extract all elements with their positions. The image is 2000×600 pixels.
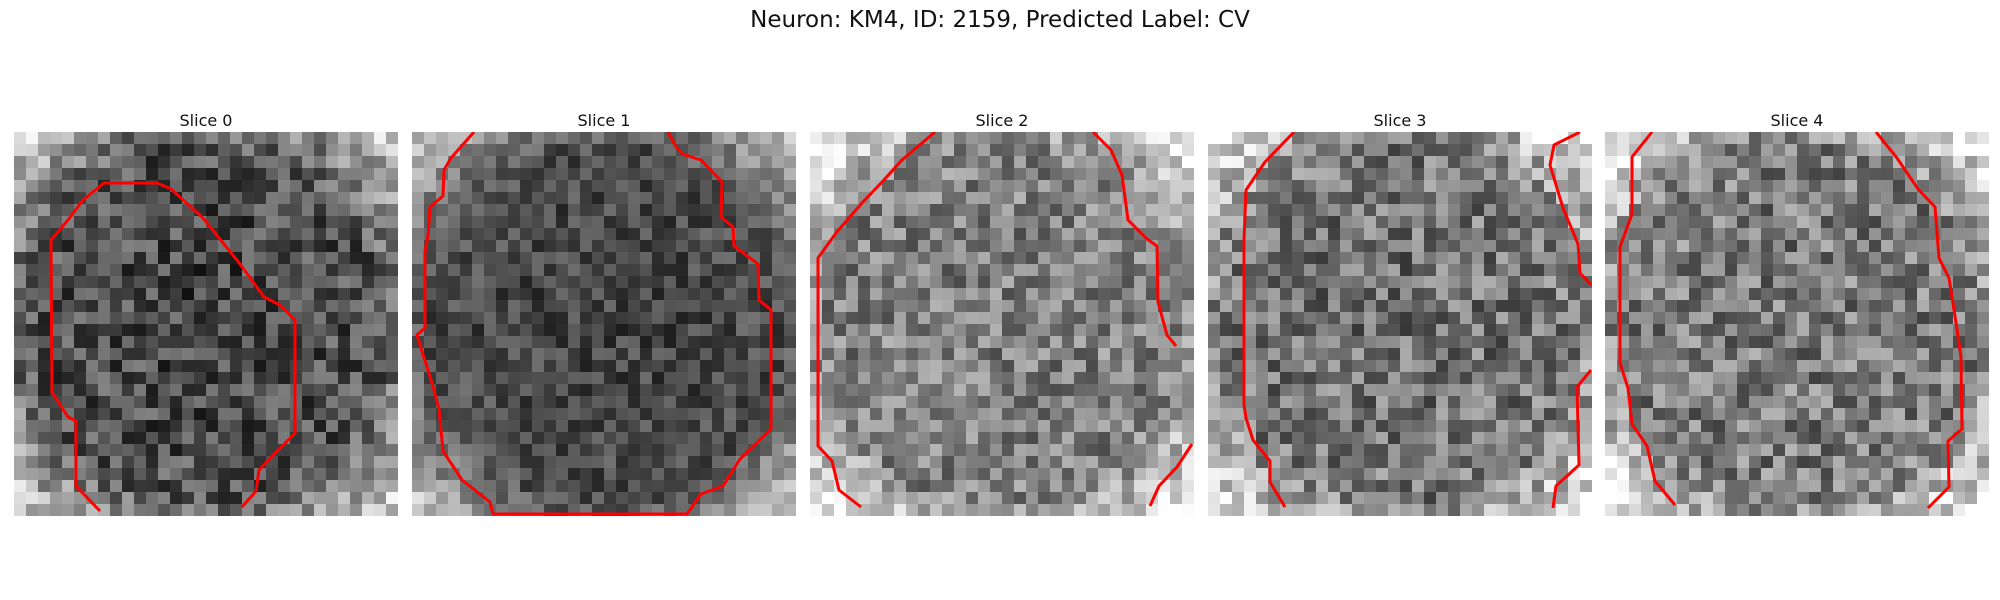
slice-image-0 bbox=[14, 132, 398, 516]
contour-line bbox=[1148, 443, 1194, 507]
pixel-grid bbox=[412, 132, 796, 516]
slice-title-0: Slice 0 bbox=[179, 111, 233, 130]
contour-line bbox=[1548, 132, 1592, 287]
slice-title-2: Slice 2 bbox=[975, 111, 1029, 130]
contour-line bbox=[1874, 132, 1964, 510]
contour-line bbox=[415, 132, 773, 516]
figure-title: Neuron: KM4, ID: 2159, Predicted Label: … bbox=[750, 7, 1250, 33]
slice-image-4 bbox=[1605, 132, 1989, 516]
contour-line bbox=[816, 132, 936, 509]
slice-panel-1: Slice 1 bbox=[412, 109, 796, 516]
contour-line bbox=[1551, 369, 1592, 509]
pixel-grid bbox=[810, 132, 1194, 516]
pixel-grid bbox=[1605, 132, 1989, 516]
pixel-grid bbox=[1208, 132, 1592, 516]
slice-image-1 bbox=[412, 132, 796, 516]
slice-image-3 bbox=[1208, 132, 1592, 516]
pixel-grid bbox=[14, 132, 398, 516]
slice-title-3: Slice 3 bbox=[1373, 111, 1427, 130]
slice-image-2 bbox=[810, 132, 1194, 516]
contour-line bbox=[49, 181, 297, 513]
contour-line bbox=[1091, 132, 1178, 347]
contour-line bbox=[1242, 132, 1296, 508]
slice-panel-0: Slice 0 bbox=[14, 109, 398, 516]
slice-panel-3: Slice 3 bbox=[1208, 109, 1592, 516]
contour-line bbox=[1618, 132, 1677, 506]
slice-panel-4: Slice 4 bbox=[1605, 109, 1989, 516]
slice-panel-2: Slice 2 bbox=[810, 109, 1194, 516]
slice-title-1: Slice 1 bbox=[577, 111, 631, 130]
slice-title-4: Slice 4 bbox=[1770, 111, 1824, 130]
